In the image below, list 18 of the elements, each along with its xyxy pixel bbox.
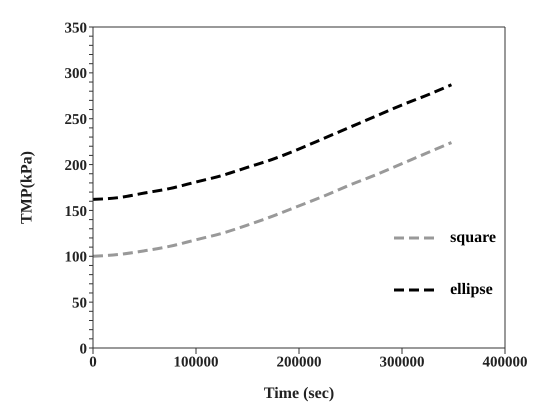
y-tick-label: 250 (64, 112, 87, 128)
x-tick-label: 200000 (276, 354, 322, 371)
y-tick-label: 300 (64, 66, 87, 82)
y-tick-label: 150 (64, 204, 87, 220)
line-series (93, 83, 453, 201)
legend-label: square (450, 229, 496, 247)
y-tick-label: 50 (72, 295, 87, 312)
x-tick-label: 300000 (380, 354, 424, 371)
x-axis-title: Time (sec) (264, 385, 334, 402)
x-tick-label: 0 (89, 354, 97, 371)
x-tick-label: 100000 (174, 354, 218, 371)
y-axis-title: TMP(kPa) (18, 151, 36, 224)
y-tick-label: 0 (80, 341, 87, 358)
x-tick-label: 400000 (482, 354, 528, 371)
y-tick-label: 200 (64, 158, 87, 174)
legend-label: ellipse (450, 281, 493, 299)
y-tick-label: 350 (64, 20, 87, 36)
y-tick-label: 100 (64, 250, 87, 266)
